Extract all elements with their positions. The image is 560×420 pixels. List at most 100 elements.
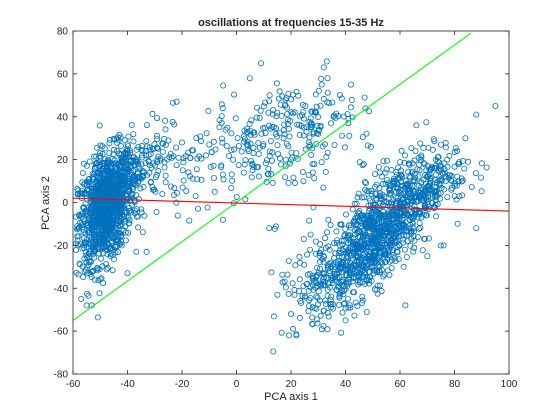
data-point	[315, 288, 322, 295]
data-point	[367, 143, 374, 150]
data-point	[403, 181, 410, 188]
data-point	[238, 148, 245, 155]
data-point	[424, 253, 431, 260]
data-point	[478, 160, 485, 167]
data-point	[350, 218, 357, 225]
data-point	[349, 289, 356, 296]
data-point	[372, 183, 379, 190]
data-point	[262, 160, 269, 167]
data-point	[403, 253, 410, 260]
data-point	[74, 225, 81, 232]
data-point	[411, 237, 418, 244]
data-point	[288, 109, 295, 116]
data-point	[83, 267, 90, 274]
data-point	[359, 293, 366, 300]
data-point	[407, 221, 414, 228]
data-point	[110, 151, 117, 158]
data-point	[365, 202, 372, 209]
data-point	[242, 157, 249, 164]
data-point	[281, 278, 288, 285]
data-point	[454, 220, 461, 227]
data-point	[329, 99, 336, 106]
data-point	[140, 183, 147, 190]
data-point	[433, 191, 440, 198]
data-point	[383, 199, 390, 206]
data-point	[270, 313, 277, 320]
data-point	[85, 187, 92, 194]
data-point	[442, 144, 449, 151]
data-point	[478, 188, 485, 195]
data-point	[203, 130, 210, 137]
data-point	[402, 208, 409, 215]
data-point	[91, 276, 98, 283]
data-point	[132, 158, 139, 165]
data-point	[350, 241, 357, 248]
data-point	[272, 130, 279, 137]
data-point	[390, 177, 397, 184]
data-point	[80, 220, 87, 227]
data-point	[290, 325, 297, 332]
data-point	[320, 307, 327, 314]
data-point	[75, 187, 82, 194]
data-point	[407, 217, 414, 224]
data-point	[341, 144, 348, 151]
data-point	[89, 174, 96, 181]
data-point	[296, 314, 303, 321]
data-point	[359, 162, 366, 169]
data-point	[340, 300, 347, 307]
data-point	[325, 313, 332, 320]
data-point	[347, 304, 354, 311]
data-point	[425, 201, 432, 208]
data-point	[339, 288, 346, 295]
data-point	[138, 175, 145, 182]
data-point	[116, 172, 123, 179]
data-point	[372, 205, 379, 212]
data-point	[186, 173, 193, 180]
data-point	[100, 280, 107, 287]
data-point	[115, 249, 122, 256]
data-point	[395, 224, 402, 231]
data-point	[444, 194, 451, 201]
data-point	[351, 312, 358, 319]
data-point	[139, 229, 146, 236]
data-point	[179, 184, 186, 191]
data-point	[95, 277, 102, 284]
data-point	[473, 225, 480, 232]
data-point	[371, 236, 378, 243]
data-point	[359, 297, 366, 304]
data-point	[92, 169, 99, 176]
data-point	[268, 170, 275, 177]
data-point	[492, 103, 499, 110]
data-point	[95, 185, 102, 192]
data-point	[155, 145, 162, 152]
data-point	[293, 332, 300, 339]
data-point	[319, 143, 326, 150]
data-point	[452, 180, 459, 187]
data-point	[206, 141, 213, 148]
x-axis-label: PCA axis 1	[264, 391, 318, 403]
data-point	[264, 171, 271, 178]
data-point	[288, 149, 295, 156]
data-point	[309, 145, 316, 152]
data-point	[286, 160, 293, 167]
data-point	[374, 243, 381, 250]
data-point	[323, 58, 330, 65]
data-point	[382, 258, 389, 265]
data-point	[210, 162, 217, 169]
data-point	[455, 160, 462, 167]
data-point	[74, 233, 81, 240]
data-point	[285, 257, 292, 264]
data-point	[345, 248, 352, 255]
data-point	[455, 178, 462, 185]
data-point	[309, 320, 316, 327]
data-point	[90, 248, 97, 255]
data-point	[410, 248, 417, 255]
y-tick-label: 40	[57, 112, 69, 123]
data-point	[169, 99, 176, 106]
data-point	[393, 199, 400, 206]
data-point	[386, 241, 393, 248]
data-point	[244, 128, 251, 135]
data-point	[281, 102, 288, 109]
data-point	[273, 80, 280, 87]
data-point	[154, 156, 161, 163]
